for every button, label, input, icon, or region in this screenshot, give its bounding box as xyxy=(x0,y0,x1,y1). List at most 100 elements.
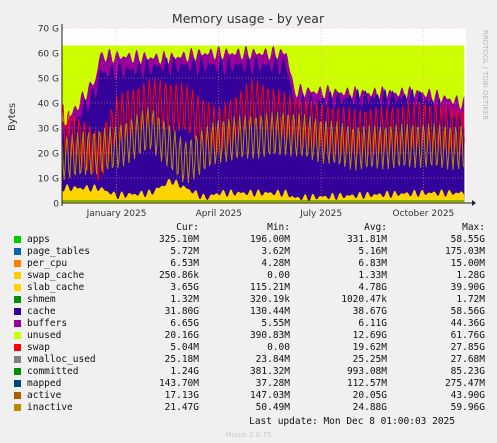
legend-max: 275.47M xyxy=(444,378,485,389)
legend-label: active xyxy=(27,390,62,401)
swatch-per-cpu xyxy=(14,260,21,267)
legend-row: swap_cache 250.86k 0.00 1.33M 1.28G xyxy=(0,270,497,282)
legend-label: buffers xyxy=(27,318,68,329)
legend-avg: 331.81M xyxy=(346,234,387,245)
legend-max: 175.03M xyxy=(444,246,485,257)
last-update: Last update: Mon Dec 8 01:00:03 2025 xyxy=(249,416,455,427)
legend-cur: 25.18M xyxy=(164,354,199,365)
y-axis-label: Bytes xyxy=(7,103,18,131)
swatch-mapped xyxy=(14,380,21,387)
legend-cur: 143.70M xyxy=(158,378,199,389)
y-tick-label: 70 G xyxy=(38,25,59,35)
legend-cur: 3.65G xyxy=(170,282,199,293)
swatch-committed xyxy=(14,368,21,375)
legend-max: 1.72M xyxy=(456,294,485,305)
swatch-vmalloc-used xyxy=(14,356,21,363)
legend-label: shmem xyxy=(27,294,56,305)
legend-row: unused 20.16G 390.83M 12.69G 61.76G xyxy=(0,330,497,342)
swatch-buffers xyxy=(14,320,21,327)
legend-row: apps 325.10M 196.00M 331.81M 58.55G xyxy=(0,234,497,246)
legend-max: 59.96G xyxy=(450,402,485,413)
legend-label: apps xyxy=(27,234,50,245)
legend-cur: 1.32M xyxy=(170,294,199,305)
legend-avg: 25.25M xyxy=(352,354,387,365)
legend-header-min: Min: xyxy=(267,222,290,233)
legend-header-avg: Avg: xyxy=(364,222,387,233)
plot-layers xyxy=(61,45,465,203)
legend-cur: 21.47G xyxy=(164,402,199,413)
legend-cur: 1.24G xyxy=(170,366,199,377)
legend-cur: 17.13G xyxy=(164,390,199,401)
axes: 0 10 G 20 G 30 G 40 G 50 G 60 G 70 G January 202… xyxy=(38,24,476,219)
swatch-unused xyxy=(14,332,21,339)
legend-avg: 19.62M xyxy=(352,342,387,353)
legend-row: buffers 6.65G 5.55M 6.11G 44.36G xyxy=(0,318,497,330)
legend-min: 4.28M xyxy=(261,258,290,269)
legend-cur: 20.16G xyxy=(164,330,199,341)
legend-row: inactive 21.47G 50.49M 24.88G 59.96G xyxy=(0,402,497,414)
legend-avg: 12.69G xyxy=(352,330,387,341)
legend-header: Cur: Min: Avg: Max: xyxy=(0,222,497,234)
legend-row: page_tables 5.72M 3.62M 5.16M 175.03M xyxy=(0,246,497,258)
area-slab-cache xyxy=(62,178,465,203)
x-tick-label: April 2025 xyxy=(196,209,242,219)
legend-avg: 112.57M xyxy=(346,378,387,389)
legend-avg: 1.33M xyxy=(358,270,387,281)
legend-avg: 5.16M xyxy=(358,246,387,257)
legend-max: 43.90G xyxy=(450,390,485,401)
legend-row: per_cpu 6.53M 4.28M 6.83M 15.00M xyxy=(0,258,497,270)
legend-label: swap xyxy=(27,342,50,353)
legend-min: 390.83M xyxy=(249,330,290,341)
chart-title: Memory usage - by year xyxy=(172,11,325,26)
legend-cur: 325.10M xyxy=(158,234,199,245)
x-tick-label: October 2025 xyxy=(392,209,454,219)
legend-min: 115.21M xyxy=(249,282,290,293)
y-tick-label: 50 G xyxy=(38,75,59,85)
legend-min: 147.03M xyxy=(249,390,290,401)
swatch-page-tables xyxy=(14,248,21,255)
swatch-swap xyxy=(14,344,21,351)
x-tick-label: July 2025 xyxy=(299,209,342,219)
legend-avg: 38.67G xyxy=(352,306,387,317)
legend-row: cache 31.80G 130.44M 38.67G 58.56G xyxy=(0,306,497,318)
x-tick-label: January 2025 xyxy=(86,209,147,219)
legend-avg: 4.78G xyxy=(358,282,387,293)
swatch-active xyxy=(14,392,21,399)
legend-cur: 6.65G xyxy=(170,318,199,329)
legend-min: 37.28M xyxy=(255,378,290,389)
legend-min: 0.00 xyxy=(267,270,290,281)
memory-chart: Memory usage - by year RRDTOOL / TOBI OE… xyxy=(7,11,489,219)
legend-avg: 1020.47k xyxy=(341,294,387,305)
legend-min: 381.32M xyxy=(249,366,290,377)
legend-min: 320.19k xyxy=(249,294,290,305)
legend-label: cache xyxy=(27,306,56,317)
swatch-cache xyxy=(14,308,21,315)
legend-label: vmalloc_used xyxy=(27,354,96,365)
legend-label: inactive xyxy=(27,402,73,413)
swatch-slab-cache xyxy=(14,284,21,291)
area-cache xyxy=(62,56,465,203)
legend-row: mapped 143.70M 37.28M 112.57M 275.47M xyxy=(0,378,497,390)
swatch-apps xyxy=(14,236,21,243)
legend-avg: 993.08M xyxy=(346,366,387,377)
munin-version: Munin 2.0.75 xyxy=(225,431,272,439)
legend-min: 50.49M xyxy=(255,402,290,413)
legend-row: active 17.13G 147.03M 20.05G 43.90G xyxy=(0,390,497,402)
legend-label: mapped xyxy=(27,378,62,389)
legend-label: committed xyxy=(27,366,79,377)
y-tick-label: 40 G xyxy=(38,100,59,110)
legend-row: shmem 1.32M 320.19k 1020.47k 1.72M xyxy=(0,294,497,306)
legend-avg: 20.05G xyxy=(352,390,387,401)
legend-header-max: Max: xyxy=(462,222,485,233)
line-inactive xyxy=(61,107,465,184)
legend-cur: 5.04M xyxy=(170,342,199,353)
legend-header-cur: Cur: xyxy=(176,222,199,233)
legend-max: 15.00M xyxy=(450,258,485,269)
swatch-swap-cache xyxy=(14,272,21,279)
legend-min: 5.55M xyxy=(261,318,290,329)
y-tick-label: 0 xyxy=(53,200,59,210)
legend-row: swap 5.04M 0.00 19.62M 27.85G xyxy=(0,342,497,354)
legend-min: 3.62M xyxy=(261,246,290,257)
legend-max: 27.68M xyxy=(450,354,485,365)
legend-label: slab_cache xyxy=(27,282,85,293)
